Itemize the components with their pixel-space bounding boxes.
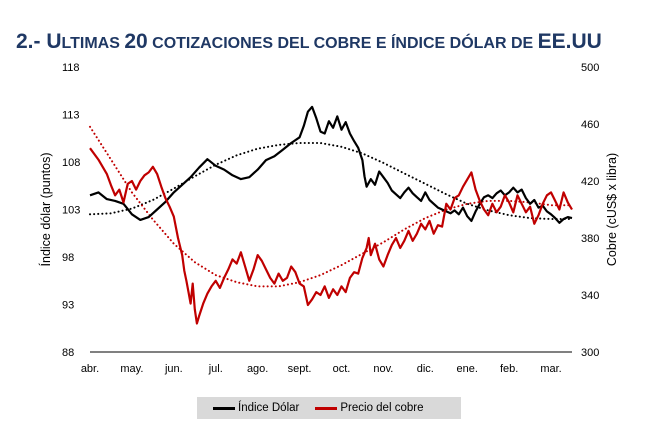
legend-swatch-dollar-index [213, 406, 235, 410]
y-right-axis-title: Cobre (cUS$ x libra) [605, 153, 619, 266]
chart-legend: Índice Dólar Precio del cobre [197, 397, 461, 419]
legend-swatch-copper-price [315, 406, 338, 410]
y-left-tick-label: 118 [62, 62, 80, 74]
trend-line-copper-price [89, 125, 573, 288]
title-part2: COTIZACIONES DEL COBRE E ÍNDICE DÓLAR DE [147, 35, 538, 52]
y-right-tick-label: 380 [581, 233, 599, 245]
title-prefix: 2.- U [16, 30, 62, 53]
y-right-tick-label: 300 [581, 347, 599, 359]
y-left-tick-label: 88 [62, 347, 74, 359]
x-tick-label: abr. [81, 363, 99, 375]
series-line-copper-price [89, 147, 573, 325]
y-left-tick-label: 108 [62, 157, 80, 169]
x-tick-label: may. [120, 363, 143, 375]
x-tick-label: ene. [457, 363, 478, 375]
y-left-axis-title: Índice dólar (puntos) [38, 153, 53, 267]
x-tick-label: mar. [540, 363, 561, 375]
y-right-tick-label: 460 [581, 119, 599, 131]
x-tick-label: nov. [373, 363, 393, 375]
y-left-tick-label: 103 [62, 205, 80, 217]
trend-line-dollar-index [89, 142, 573, 220]
x-tick-label: ago. [247, 363, 268, 375]
y-left-tick-label: 113 [62, 110, 80, 122]
x-tick-label: feb. [500, 363, 518, 375]
x-tick-label: jul. [208, 363, 223, 375]
title-number: 20 [124, 30, 148, 53]
legend-label-copper-price: Precio del cobre [340, 402, 424, 414]
legend-item-dollar-index: Índice Dólar [213, 402, 299, 414]
x-tick-label: oct. [333, 363, 351, 375]
legend-label-dollar-index: Índice Dólar [238, 402, 300, 414]
x-tick-label: sept. [288, 363, 312, 375]
x-tick-label: dic. [417, 363, 434, 375]
title-suffix: EE.UU [537, 30, 602, 53]
legend-item-copper-price: Precio del cobre [315, 402, 423, 414]
y-left-tick-label: 98 [62, 252, 74, 264]
y-right-tick-label: 420 [581, 176, 599, 188]
chart-title: 2.- ULTIMAS 20 COTIZACIONES DEL COBRE E … [16, 30, 602, 54]
series-line-dollar-index [89, 105, 573, 224]
x-tick-label: jun. [164, 363, 183, 375]
title-part1: LTIMAS [61, 35, 125, 52]
y-left-tick-label: 93 [62, 300, 74, 312]
y-right-tick-label: 500 [581, 62, 599, 74]
y-right-tick-label: 340 [581, 290, 599, 302]
